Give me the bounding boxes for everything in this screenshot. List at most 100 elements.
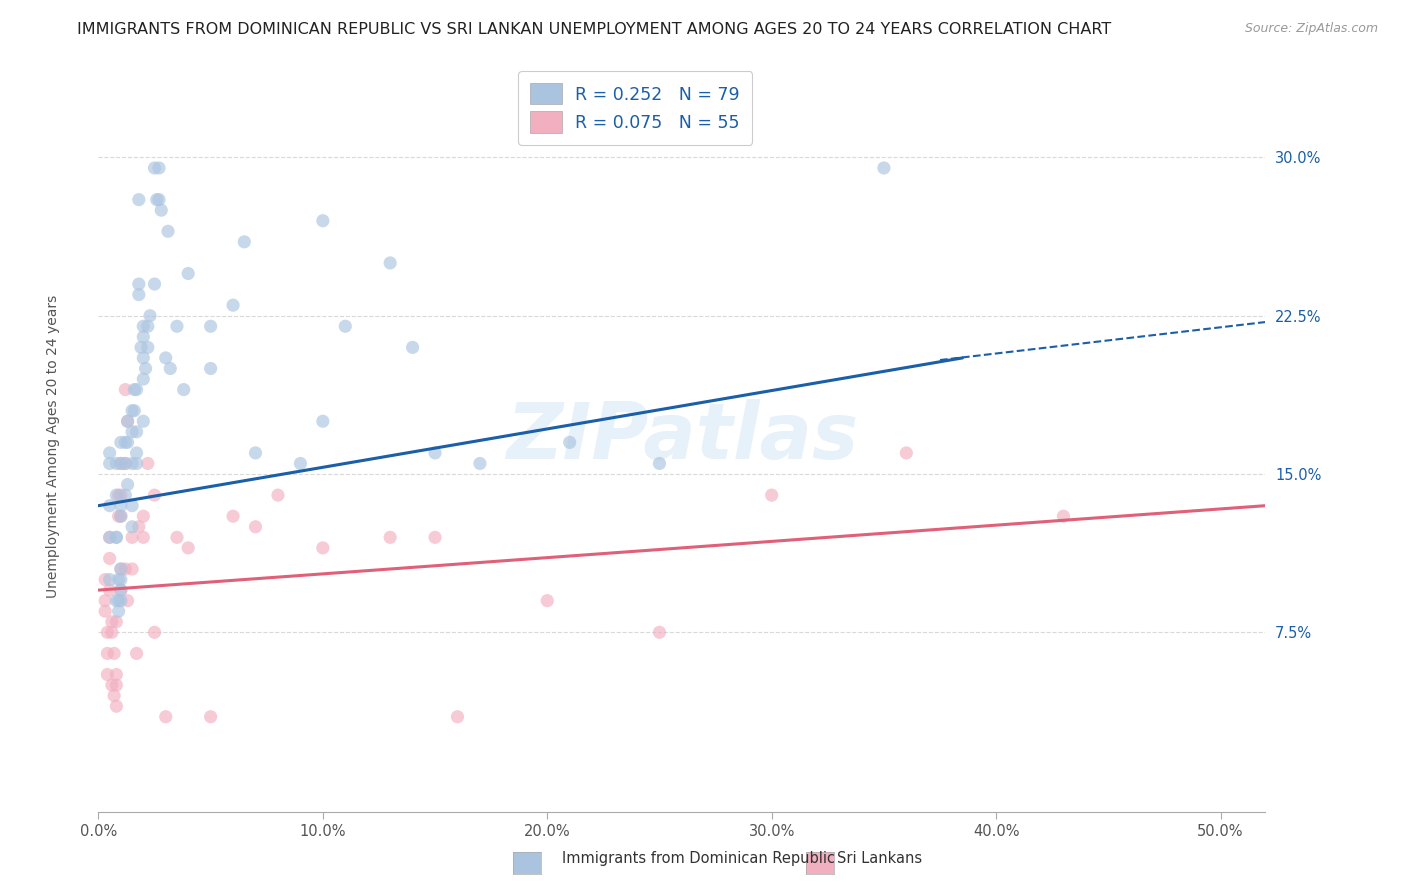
Point <box>110 583 132 598</box>
Point <box>98 499 121 513</box>
Point <box>536 593 558 607</box>
Point <box>132 372 155 386</box>
Point <box>132 319 155 334</box>
Point <box>105 488 128 502</box>
Point <box>114 383 136 397</box>
Point <box>110 573 132 587</box>
Point <box>132 414 155 428</box>
Point <box>423 530 446 544</box>
Point <box>155 351 177 365</box>
Point <box>110 583 132 598</box>
Point <box>105 530 128 544</box>
Point <box>136 319 159 334</box>
Point <box>121 403 143 417</box>
Point <box>107 593 129 607</box>
Point <box>107 488 129 502</box>
Point <box>110 562 132 576</box>
Point <box>1052 509 1074 524</box>
Point <box>94 593 117 607</box>
Point <box>125 647 148 661</box>
Point <box>117 435 139 450</box>
Point <box>648 457 671 471</box>
Point <box>105 530 128 544</box>
Point <box>124 403 146 417</box>
Point <box>107 573 129 587</box>
Point <box>105 457 128 471</box>
Point <box>873 161 896 175</box>
Point <box>94 573 117 587</box>
Point <box>110 593 132 607</box>
Point <box>101 625 124 640</box>
Point <box>98 530 121 544</box>
Point <box>380 256 402 270</box>
Point <box>110 488 132 502</box>
Point <box>132 351 155 365</box>
Point <box>114 562 136 576</box>
Point <box>101 615 124 629</box>
Point <box>96 647 118 661</box>
Point <box>136 457 159 471</box>
Point <box>124 383 146 397</box>
Point <box>380 530 402 544</box>
Point <box>896 446 918 460</box>
Point <box>125 383 148 397</box>
Point <box>423 446 446 460</box>
Point <box>128 277 150 291</box>
Point <box>222 298 245 312</box>
Point <box>98 530 121 544</box>
Point <box>312 414 335 428</box>
Point <box>105 593 128 607</box>
Point <box>761 488 783 502</box>
Point <box>177 541 200 555</box>
Point <box>200 361 222 376</box>
Point <box>105 699 128 714</box>
Point <box>558 435 581 450</box>
Point <box>114 457 136 471</box>
Point <box>648 625 671 640</box>
Point <box>125 425 148 439</box>
Point <box>110 435 132 450</box>
Point <box>121 530 143 544</box>
Text: Sri Lankans: Sri Lankans <box>837 852 922 866</box>
Point <box>117 414 139 428</box>
Point <box>96 625 118 640</box>
Point <box>110 499 132 513</box>
Point <box>128 193 150 207</box>
Point <box>132 330 155 344</box>
Point <box>173 383 195 397</box>
Point <box>139 309 162 323</box>
Text: Immigrants from Dominican Republic: Immigrants from Dominican Republic <box>562 852 835 866</box>
Point <box>200 319 222 334</box>
Point <box>125 457 148 471</box>
Point <box>159 361 181 376</box>
Point <box>103 689 125 703</box>
Point <box>267 488 290 502</box>
Point <box>143 488 166 502</box>
Point <box>155 710 177 724</box>
Point <box>110 509 132 524</box>
Point <box>148 193 170 207</box>
Point <box>177 267 200 281</box>
Point <box>233 235 256 249</box>
Point <box>110 509 132 524</box>
Point <box>105 667 128 681</box>
Point <box>98 457 121 471</box>
Point <box>114 435 136 450</box>
Point <box>114 457 136 471</box>
Point <box>107 604 129 618</box>
Point <box>114 488 136 502</box>
Point <box>135 361 157 376</box>
Point <box>150 203 173 218</box>
Point <box>200 710 222 724</box>
Point <box>166 319 188 334</box>
Point <box>290 457 312 471</box>
Point <box>128 520 150 534</box>
Point <box>110 562 132 576</box>
Point <box>125 446 148 460</box>
Point <box>446 710 468 724</box>
Point <box>107 509 129 524</box>
Point <box>121 520 143 534</box>
Point <box>121 562 143 576</box>
Point <box>132 509 155 524</box>
Text: ZIPatlas: ZIPatlas <box>506 399 858 475</box>
